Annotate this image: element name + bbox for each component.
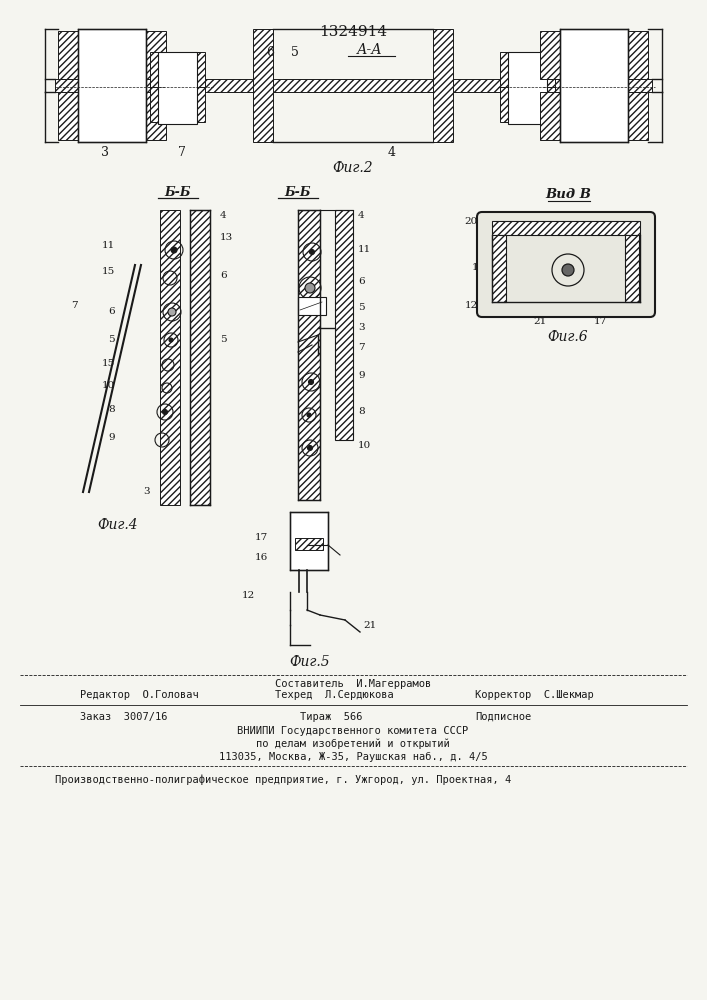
Text: Техред  Л.Сердюкова: Техред Л.Сердюкова (275, 690, 394, 700)
Bar (433, 29, 453, 142)
Bar (190, 210, 210, 505)
Text: 12: 12 (242, 590, 255, 599)
Bar (290, 512, 328, 570)
Text: 21: 21 (363, 620, 376, 630)
Text: А-А: А-А (357, 43, 383, 57)
Circle shape (310, 249, 315, 254)
Bar (298, 210, 320, 500)
Circle shape (305, 283, 315, 293)
Bar (150, 52, 205, 87)
Text: 17: 17 (593, 318, 607, 326)
Circle shape (562, 264, 574, 276)
Text: 12: 12 (464, 300, 478, 310)
Text: 10: 10 (102, 380, 115, 389)
Bar (625, 235, 639, 302)
Bar (158, 52, 197, 124)
Text: Фиг.2: Фиг.2 (333, 161, 373, 175)
Text: Б-Б: Б-Б (165, 186, 192, 198)
Text: Тираж  566: Тираж 566 (300, 712, 363, 722)
Text: 21: 21 (533, 318, 547, 326)
Text: Подписное: Подписное (475, 712, 531, 722)
Bar (500, 87, 555, 122)
Circle shape (171, 247, 177, 253)
Text: 3: 3 (358, 324, 365, 332)
Text: 9: 9 (108, 434, 115, 442)
Text: 13: 13 (220, 232, 233, 241)
Text: 5: 5 (108, 336, 115, 344)
Bar (492, 235, 506, 302)
Text: Корректор  С.Шекмар: Корректор С.Шекмар (475, 690, 594, 700)
Text: 15: 15 (102, 267, 115, 276)
Circle shape (168, 308, 176, 316)
Text: 15: 15 (102, 359, 115, 367)
Text: Фиг.5: Фиг.5 (290, 655, 330, 669)
Text: 17: 17 (255, 534, 268, 542)
Text: 7: 7 (178, 145, 186, 158)
Text: 6: 6 (220, 270, 227, 279)
Text: 11: 11 (358, 245, 371, 254)
Text: 5: 5 (358, 302, 365, 312)
Circle shape (308, 379, 313, 384)
Text: Редактор  О.Головач: Редактор О.Головач (80, 690, 199, 700)
Text: 6: 6 (266, 45, 274, 58)
Text: 7: 7 (71, 300, 78, 310)
Text: ВНИИПИ Государственного комитета СССР: ВНИИПИ Государственного комитета СССР (238, 726, 469, 736)
Bar (253, 29, 273, 142)
Text: 8: 8 (108, 406, 115, 414)
Bar (150, 87, 205, 122)
Bar (58, 31, 166, 79)
Text: 20: 20 (464, 218, 478, 227)
Text: 4: 4 (388, 145, 396, 158)
Text: 7: 7 (358, 344, 365, 353)
Circle shape (307, 413, 311, 417)
Text: 3: 3 (144, 488, 151, 496)
Text: 6: 6 (358, 277, 365, 286)
Text: Составитель  И.Магеррамов: Составитель И.Магеррамов (275, 679, 431, 689)
Text: Вид В: Вид В (545, 188, 591, 202)
Bar (492, 221, 640, 235)
Bar (540, 31, 648, 79)
Text: 5: 5 (291, 45, 299, 58)
Bar (298, 297, 326, 315)
Text: 11: 11 (102, 240, 115, 249)
Text: Заказ  3007/16: Заказ 3007/16 (80, 712, 168, 722)
Text: Фиг.6: Фиг.6 (548, 330, 588, 344)
Bar (508, 52, 547, 124)
Text: 8: 8 (358, 408, 365, 416)
Text: 4: 4 (358, 211, 365, 220)
Text: 10: 10 (358, 440, 371, 450)
Text: Фиг.4: Фиг.4 (98, 518, 139, 532)
Text: по делам изобретений и открытий: по делам изобретений и открытий (256, 739, 450, 749)
Text: 3: 3 (101, 145, 109, 158)
Text: 6: 6 (108, 308, 115, 316)
Bar (55, 79, 652, 92)
Text: 16: 16 (255, 554, 268, 562)
Text: Б-Б: Б-Б (285, 186, 311, 198)
Text: 113035, Москва, Ж-35, Раушская наб., д. 4/5: 113035, Москва, Ж-35, Раушская наб., д. … (218, 752, 487, 762)
Circle shape (308, 446, 312, 450)
Text: 9: 9 (358, 370, 365, 379)
Bar (560, 29, 628, 142)
Text: 4: 4 (220, 211, 227, 220)
Circle shape (169, 338, 173, 342)
Text: 5: 5 (220, 336, 227, 344)
Bar (295, 538, 323, 550)
Bar (160, 210, 180, 505)
Bar (58, 92, 166, 140)
Text: 1324914: 1324914 (319, 25, 387, 39)
Text: 1: 1 (472, 263, 478, 272)
Bar (500, 52, 555, 87)
Circle shape (163, 410, 168, 414)
Bar (78, 29, 146, 142)
FancyBboxPatch shape (477, 212, 655, 317)
Bar (540, 92, 648, 140)
Text: Производственно-полиграфическое предприятие, г. Ужгород, ул. Проектная, 4: Производственно-полиграфическое предприя… (55, 775, 511, 785)
Bar (335, 210, 353, 440)
